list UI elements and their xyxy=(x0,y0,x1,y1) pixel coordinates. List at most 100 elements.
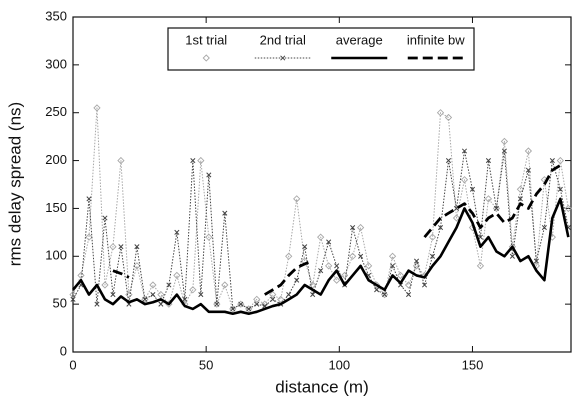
marker xyxy=(173,271,181,280)
marker xyxy=(158,301,164,307)
marker xyxy=(429,253,436,259)
marker xyxy=(382,292,388,298)
marker xyxy=(214,301,220,307)
marker xyxy=(396,271,405,280)
y-tick-label: 150 xyxy=(45,200,67,215)
marker xyxy=(294,277,300,283)
y-tick-label: 200 xyxy=(45,152,67,167)
marker xyxy=(358,253,364,259)
marker xyxy=(484,195,493,203)
marker xyxy=(516,185,525,193)
marker xyxy=(564,204,572,213)
marker xyxy=(102,215,108,221)
marker xyxy=(437,225,444,231)
marker xyxy=(93,104,101,112)
x-tick-label: 150 xyxy=(462,357,484,372)
marker xyxy=(310,292,316,298)
marker xyxy=(206,172,212,178)
marker xyxy=(340,271,349,280)
marker xyxy=(374,287,380,293)
marker xyxy=(444,113,453,122)
marker xyxy=(77,271,85,280)
marker xyxy=(404,281,413,289)
marker xyxy=(221,281,229,289)
marker xyxy=(261,300,269,308)
marker xyxy=(142,296,148,302)
marker xyxy=(309,281,317,289)
marker xyxy=(230,306,236,312)
marker xyxy=(269,290,277,299)
marker xyxy=(197,156,205,165)
marker xyxy=(157,290,165,299)
marker xyxy=(149,281,157,289)
marker xyxy=(254,301,260,307)
y-tick-label: 100 xyxy=(45,248,67,263)
marker xyxy=(388,252,397,260)
marker xyxy=(270,296,276,302)
legend-label: average xyxy=(336,32,383,47)
marker xyxy=(182,296,188,302)
marker xyxy=(125,290,133,299)
marker xyxy=(452,214,461,222)
marker xyxy=(325,262,333,270)
plot-frame xyxy=(72,16,572,353)
marker xyxy=(174,229,180,235)
marker xyxy=(86,196,92,202)
marker xyxy=(334,263,340,269)
marker xyxy=(390,263,396,269)
marker xyxy=(501,148,507,154)
marker xyxy=(493,205,499,211)
marker xyxy=(517,196,523,202)
marker xyxy=(413,258,420,264)
marker xyxy=(524,147,533,155)
marker xyxy=(293,195,301,203)
marker xyxy=(277,295,285,303)
marker xyxy=(460,176,469,184)
y-tick-label: 250 xyxy=(45,104,67,119)
marker xyxy=(118,244,124,250)
marker xyxy=(280,55,286,61)
x-tick-label: 100 xyxy=(328,357,350,372)
marker xyxy=(533,258,539,264)
marker xyxy=(556,156,564,165)
marker xyxy=(476,262,485,270)
marker xyxy=(117,156,125,165)
marker xyxy=(69,290,77,299)
marker xyxy=(133,262,141,270)
marker xyxy=(205,233,213,241)
marker xyxy=(190,158,196,164)
marker xyxy=(509,253,515,259)
marker xyxy=(222,210,228,216)
marker xyxy=(189,286,197,294)
marker xyxy=(549,158,555,164)
legend-box xyxy=(167,27,475,71)
marker xyxy=(134,244,140,250)
marker xyxy=(109,243,117,251)
marker xyxy=(318,268,324,274)
marker xyxy=(421,282,428,288)
y-tick-label: 50 xyxy=(53,296,67,311)
marker xyxy=(213,300,221,308)
marker xyxy=(485,158,491,164)
marker xyxy=(469,186,476,192)
series-line xyxy=(112,164,562,296)
marker xyxy=(286,292,292,298)
marker xyxy=(198,292,204,298)
marker xyxy=(398,282,404,288)
marker xyxy=(436,109,445,117)
marker xyxy=(557,186,563,192)
marker xyxy=(94,301,100,307)
marker xyxy=(202,54,210,62)
y-axis-title: rms delay spread (ns) xyxy=(5,102,24,266)
y-tick-label: 350 xyxy=(45,8,67,23)
marker xyxy=(364,262,373,270)
marker xyxy=(405,292,412,298)
marker xyxy=(461,148,468,154)
marker xyxy=(333,276,341,284)
marker xyxy=(166,282,172,288)
marker xyxy=(326,239,332,245)
marker xyxy=(356,223,365,232)
x-axis-title: distance (m) xyxy=(275,377,369,396)
marker xyxy=(525,167,531,173)
y-tick-label: 0 xyxy=(60,343,67,358)
